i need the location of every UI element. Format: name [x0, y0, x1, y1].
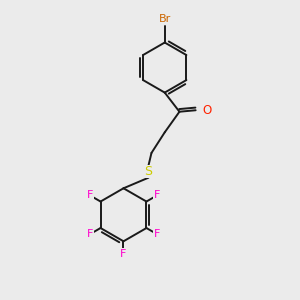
Text: S: S — [145, 165, 152, 178]
Text: O: O — [202, 104, 212, 117]
Text: F: F — [154, 190, 160, 200]
Text: Br: Br — [159, 14, 171, 24]
Text: F: F — [154, 229, 160, 239]
Text: F: F — [87, 229, 93, 239]
Text: F: F — [87, 190, 93, 200]
Text: F: F — [120, 249, 127, 259]
